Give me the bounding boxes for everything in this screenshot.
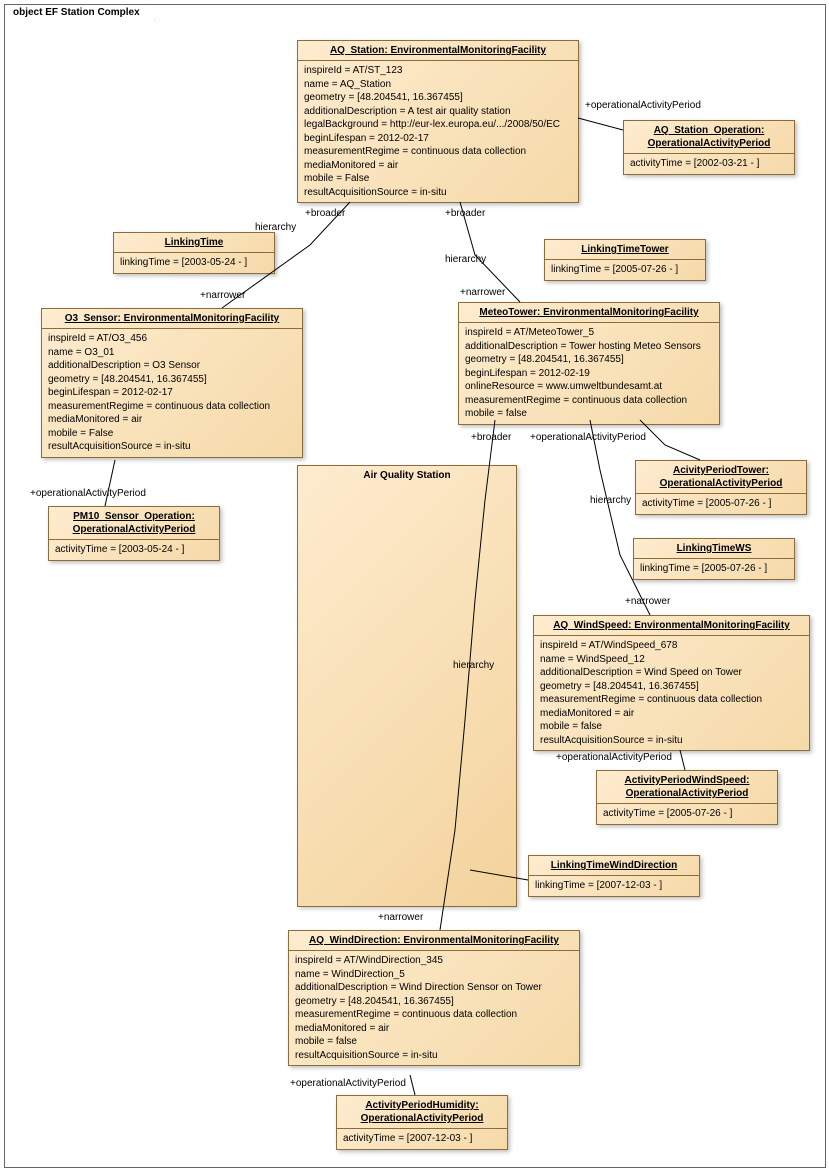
- box-aq-windspeed: AQ_WindSpeed: EnvironmentalMonitoringFac…: [533, 615, 810, 751]
- label-hierarchy-4: hierarchy: [453, 660, 494, 671]
- box-aq-station: AQ_Station: EnvironmentalMonitoringFacil…: [297, 40, 579, 203]
- box-title: AQ_Station: EnvironmentalMonitoringFacil…: [298, 41, 578, 61]
- label-hierarchy-2: hierarchy: [445, 254, 486, 265]
- box-activity-windspeed: ActivityPeriodWindSpeed: OperationalActi…: [596, 770, 778, 825]
- box-o3-sensor: O3_Sensor: EnvironmentalMonitoringFacili…: [41, 308, 303, 458]
- box-activity-humidity: ActivityPeriodHumidity: OperationalActiv…: [336, 1095, 508, 1150]
- label-narrower-4: +narrower: [378, 912, 423, 923]
- label-broader-3: +broader: [471, 432, 511, 443]
- label-broader: +broader: [305, 208, 345, 219]
- label-hierarchy-3: hierarchy: [590, 495, 631, 506]
- label-op-activity-3: +operationalActivityPeriod: [530, 432, 646, 443]
- label-narrower-2: +narrower: [460, 287, 505, 298]
- box-aq-winddirection: AQ_WindDirection: EnvironmentalMonitorin…: [288, 930, 580, 1066]
- region-air-quality-station: Air Quality Station: [297, 465, 517, 907]
- box-title: AQ_Station_Operation: OperationalActivit…: [624, 121, 794, 154]
- box-aq-station-operation: AQ_Station_Operation: OperationalActivit…: [623, 120, 795, 175]
- label-narrower-3: +narrower: [625, 596, 670, 607]
- box-body: inspireId = AT/ST_123 name = AQ_Station …: [298, 61, 578, 202]
- label-op-activity: +operationalActivityPeriod: [585, 100, 701, 111]
- frame-title: object EF Station Complex: [4, 4, 155, 20]
- label-op-activity-4: +operationalActivityPeriod: [556, 752, 672, 763]
- box-linking-time-tower: LinkingTimeTower linkingTime = [2005-07-…: [544, 239, 706, 281]
- label-op-activity-5: +operationalActivityPeriod: [290, 1078, 406, 1089]
- label-op-activity-2: +operationalActivityPeriod: [30, 488, 146, 499]
- box-pm10-operation: PM10_Sensor_Operation: OperationalActivi…: [48, 506, 220, 561]
- label-hierarchy: hierarchy: [255, 222, 296, 233]
- box-activity-tower: AcivityPeriodTower: OperationalActivityP…: [635, 460, 807, 515]
- region-title: Air Quality Station: [298, 466, 516, 485]
- label-narrower: +narrower: [200, 290, 245, 301]
- box-linking-wd: LinkingTimeWindDirection linkingTime = […: [528, 855, 700, 897]
- label-broader-2: +broader: [445, 208, 485, 219]
- box-linking-ws: LinkingTimeWS linkingTime = [2005-07-26 …: [633, 538, 795, 580]
- box-linking-time: LinkingTime linkingTime = [2003-05-24 - …: [113, 232, 275, 274]
- box-meteo-tower: MeteoTower: EnvironmentalMonitoringFacil…: [458, 302, 720, 425]
